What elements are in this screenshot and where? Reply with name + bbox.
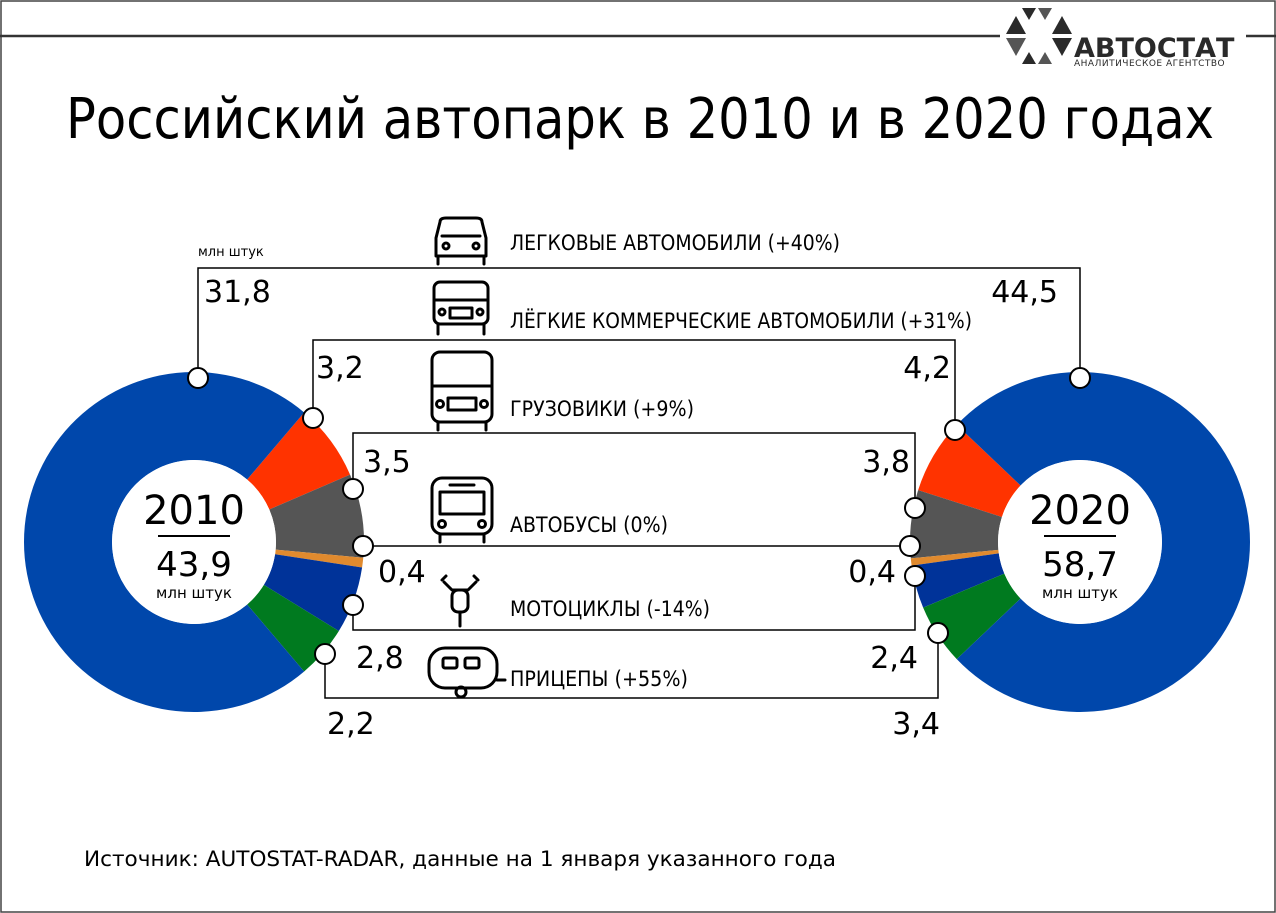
category-label-motorcycles: МОТОЦИКЛЫ (-14%) xyxy=(510,597,710,621)
donut-hole-2010 xyxy=(112,460,276,624)
donut-segment-trucks-2010 xyxy=(269,474,364,558)
logo-subtitle: АНАЛИТИЧЕСКОЕ АГЕНТСТВО xyxy=(1074,59,1225,69)
category-labels: ЛЕГКОВЫЕ АВТОМОБИЛИ (+40%) ЛЁГКИЕ КОММЕР… xyxy=(510,231,972,691)
total-2020: 58,7 xyxy=(1042,545,1118,585)
bus-icon xyxy=(430,476,494,544)
truck-icon xyxy=(430,350,494,432)
category-icons xyxy=(427,216,507,699)
marker-dot xyxy=(944,419,966,441)
year-2020: 2020 xyxy=(1029,488,1131,534)
value-label-buses-2010: 0,4 xyxy=(378,555,426,590)
connector-trucks xyxy=(352,432,916,508)
value-label-cars-2020: 44,5 xyxy=(991,275,1058,310)
value-label-lcv-2020: 4,2 xyxy=(903,351,951,386)
value-label-motorcycles-2020: 2,4 xyxy=(870,641,918,676)
marker-dot xyxy=(302,407,324,429)
value-label-trailers-2010: 2,2 xyxy=(327,707,375,742)
value-label-lcv-2010: 3,2 xyxy=(316,351,364,386)
marker-dot xyxy=(1069,367,1091,389)
value-label-motorcycles-2010: 2,8 xyxy=(356,641,404,676)
category-label-cars: ЛЕГКОВЫЕ АВТОМОБИЛИ (+40%) xyxy=(510,231,840,255)
donut-segment-cars-2010 xyxy=(23,372,305,712)
value-label-trailers-2020: 3,4 xyxy=(892,707,940,742)
marker-dot xyxy=(187,367,209,389)
connector-motorcycles xyxy=(352,576,916,631)
logo-mark-icon xyxy=(1006,8,1072,64)
value-label-buses-2020: 0,4 xyxy=(848,555,896,590)
donut-segment-trucks-2020 xyxy=(910,490,1002,559)
donut-hole-2020 xyxy=(998,460,1162,624)
marker-dot xyxy=(899,535,921,557)
value-label-cars-2010: 31,8 xyxy=(204,275,271,310)
connector-cars xyxy=(197,267,1081,378)
donut-segment-buses-2020 xyxy=(910,549,999,566)
marker-dot xyxy=(927,622,949,644)
source-note: Источник: AUTOSTAT-RADAR, данные на 1 ян… xyxy=(84,847,836,871)
autostat-logo: АВТОСТАТ АНАЛИТИЧЕСКОЕ АГЕНТСТВО xyxy=(1006,8,1235,69)
car-icon xyxy=(434,216,488,266)
motorcycle-icon xyxy=(440,574,480,628)
marker-dots xyxy=(187,367,1091,665)
category-label-lcv: ЛЁГКИЕ КОММЕРЧЕСКИЕ АВТОМОБИЛИ (+31%) xyxy=(510,308,972,333)
value-label-trucks-2020: 3,8 xyxy=(862,445,910,480)
donut-2020 xyxy=(910,371,1251,712)
year-2010: 2010 xyxy=(143,488,245,534)
donut-segment-motorcycles-2010 xyxy=(263,554,363,632)
category-label-trucks: ГРУЗОВИКИ (+9%) xyxy=(510,397,694,421)
marker-dot xyxy=(904,497,926,519)
marker-dot xyxy=(904,565,926,587)
value-label-trucks-2010: 3,5 xyxy=(363,445,411,480)
center-unit-2010: млн штук xyxy=(156,584,232,602)
donut-segment-lcv-2020 xyxy=(918,424,1021,517)
values-2020: 44,5 4,2 3,8 0,4 2,4 3,4 xyxy=(848,275,1058,742)
center-unit-2020: млн штук xyxy=(1042,584,1118,602)
units-label: млн штук xyxy=(198,245,264,260)
page-title: Российский автопарк в 2010 и в 2020 года… xyxy=(66,87,1214,152)
marker-dot xyxy=(352,535,374,557)
marker-dot xyxy=(314,643,336,665)
trailer-icon xyxy=(427,646,507,699)
category-label-trailers: ПРИЦЕПЫ (+55%) xyxy=(510,667,688,691)
logo-name: АВТОСТАТ xyxy=(1074,33,1235,64)
donut-segment-cars-2020 xyxy=(956,371,1251,712)
category-label-buses: АВТОБУСЫ (0%) xyxy=(510,513,668,537)
total-2010: 43,9 xyxy=(156,545,232,585)
van-icon xyxy=(432,280,490,336)
donut-segment-lcv-2010 xyxy=(247,412,351,510)
donut-2010 xyxy=(23,372,364,712)
connector-lines xyxy=(197,267,1081,699)
values-2010: 31,8 3,2 3,5 0,4 2,8 2,2 xyxy=(204,275,426,742)
center-2010: 2010 43,9 млн штук xyxy=(143,488,245,602)
connector-lcv xyxy=(312,339,956,430)
marker-dot xyxy=(342,594,364,616)
donut-segment-buses-2010 xyxy=(275,549,364,568)
donut-segment-motorcycles-2020 xyxy=(911,553,1005,608)
center-2020: 2020 58,7 млн штук xyxy=(1029,488,1131,602)
marker-dot xyxy=(342,478,364,500)
connector-trailers xyxy=(324,633,939,699)
